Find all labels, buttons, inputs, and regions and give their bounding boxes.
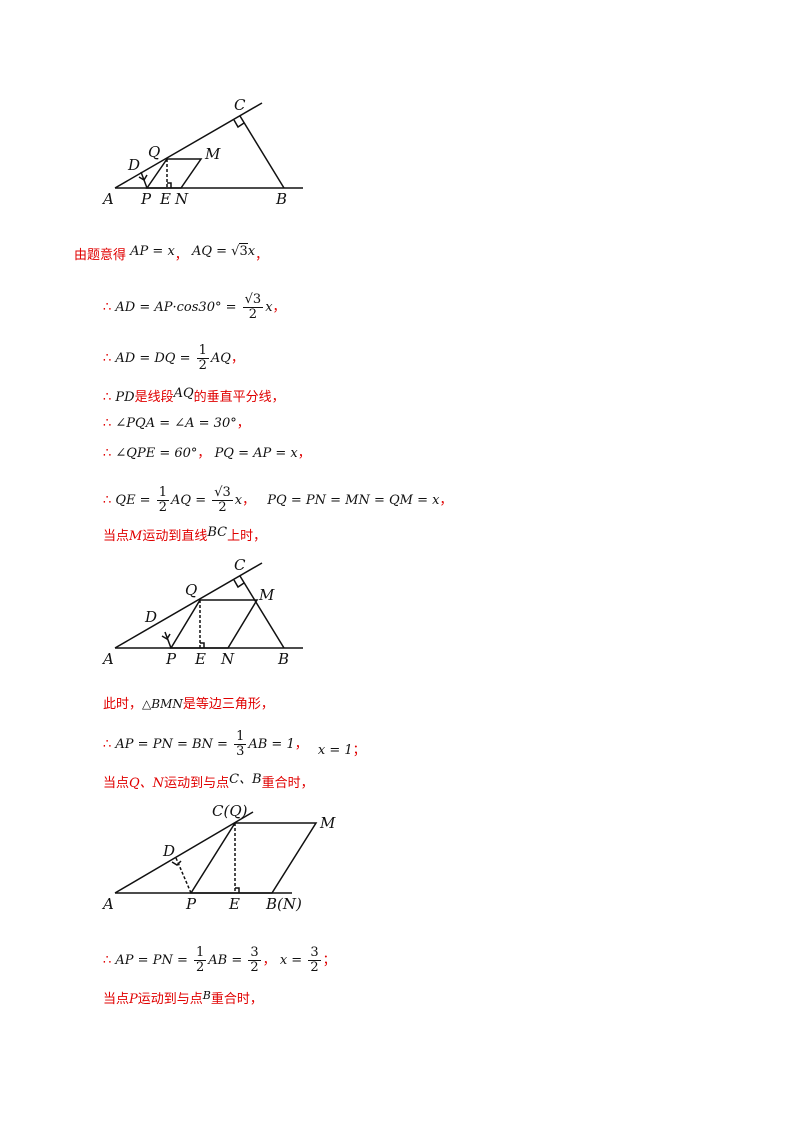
svg-text:E: E	[194, 650, 206, 668]
svg-text:Q: Q	[185, 581, 197, 599]
text: 由题意得	[74, 248, 127, 263]
line-11: 当点Q、N运动到与点C、B重合时，	[103, 772, 314, 791]
svg-text:M: M	[319, 814, 336, 832]
label-a: A	[101, 190, 114, 208]
line-6: ∴ ∠QPE = 60°， PQ = AP = x，	[103, 446, 311, 461]
line-12: ∴ AP = PN = 1 2 AB = 3 2， x = 3 2；	[103, 945, 336, 975]
svg-text:C(Q): C(Q)	[212, 802, 248, 820]
label-q: Q	[148, 143, 160, 161]
fraction: √3 2	[242, 292, 264, 322]
geometry-figure-3: A C(Q) M D P E B(N)	[101, 802, 336, 913]
svg-text:P: P	[165, 650, 177, 668]
svg-text:E: E	[228, 895, 240, 913]
line-1: 由题意得 AP = x， AQ = √3x，	[74, 243, 269, 263]
line-7: ∴ QE = 1 2 AQ = √3 2 x， PQ = PN = MN = QM = …	[103, 485, 453, 515]
line-4: ∴ PD是线段AQ的垂直平分线，	[103, 386, 285, 405]
label-n: N	[174, 190, 189, 208]
svg-text:C: C	[234, 556, 246, 574]
line-13: 当点P运动到与点B重合时，	[103, 989, 263, 1007]
right-angle-d	[138, 174, 148, 182]
math-ad-dq: AD = DQ =	[115, 351, 191, 366]
svg-text:B(N): B(N)	[265, 895, 302, 913]
label-e: E	[159, 190, 171, 208]
right-angle-e	[167, 182, 172, 188]
line-10: ∴ AP = PN = BN = 1 3 AB = 1， x = 1；	[103, 729, 366, 759]
line-3: ∴ AD = DQ = 1 2 AQ，	[103, 343, 244, 373]
svg-text:D: D	[144, 608, 157, 626]
label-c: C	[234, 96, 246, 114]
geometry-figure-1: A B C D Q M P E N	[101, 96, 303, 208]
rhombus-pqmn	[145, 158, 203, 189]
math-aq: AQ = √3x	[191, 243, 256, 259]
right-angle-c	[233, 119, 245, 129]
line-2: ∴ AD = AP·cos30° = √3 2 x，	[103, 292, 286, 322]
svg-text:M: M	[258, 586, 275, 604]
line-ac	[114, 102, 263, 189]
svg-text:A: A	[101, 650, 114, 668]
svg-text:A: A	[101, 895, 114, 913]
line-5: ∴ ∠PQA = ∠A = 30°，	[103, 416, 250, 431]
geometry-figure-2: A B C D Q M P E N	[101, 556, 303, 668]
label-m: M	[204, 145, 221, 163]
svg-text:P: P	[185, 895, 197, 913]
line-9: 此时，△BMN是等边三角形，	[103, 697, 274, 712]
label-d: D	[127, 156, 140, 174]
svg-text:B: B	[277, 650, 289, 668]
label-p: P	[140, 190, 152, 208]
label-b: B	[275, 190, 287, 208]
math-ad: AD = AP·cos30° =	[115, 300, 237, 315]
math-ap: AP = x	[130, 244, 175, 259]
svg-text:N: N	[220, 650, 235, 668]
line-8: 当点M运动到直线BC上时，	[103, 525, 267, 544]
svg-text:D: D	[162, 842, 175, 860]
segment-cb	[239, 115, 285, 189]
